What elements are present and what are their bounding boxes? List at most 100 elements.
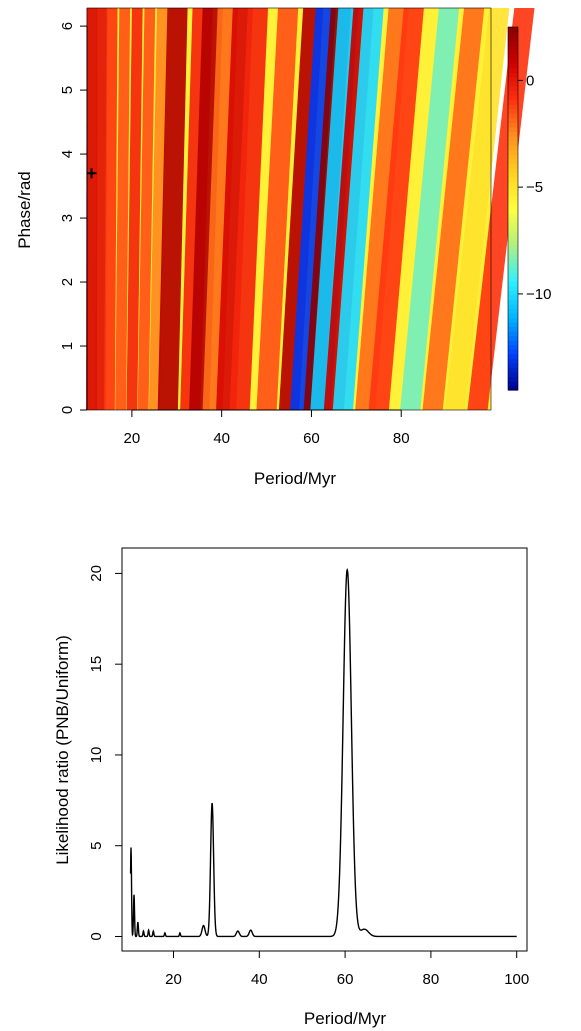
heatmap-y-tick-label: 6: [59, 22, 76, 30]
colorbar-segment: [508, 85, 518, 92]
colorbar-segment: [508, 31, 518, 37]
colorbar-segment: [508, 99, 518, 105]
colorbar-segment: [508, 276, 518, 282]
colorbar-segment: [508, 199, 518, 205]
heatmap-chart: 20 40 60 80 0 1 2 3 4 5 6 Period/Myr Phase/rad 0 −…: [15, 7, 551, 488]
colorbar-segment: [508, 58, 518, 64]
heatmap-x-label: Period/Myr: [254, 469, 337, 488]
colorbar-segment: [508, 358, 518, 364]
likelihood-plot-frame: [121, 547, 528, 952]
heatmap-band: [444, 8, 510, 410]
colorbar-segment: [508, 190, 518, 196]
likelihood-chart: 20 40 60 80 100 0 5 10 15 20 Period/Myr Likeliho…: [53, 547, 529, 1028]
colorbar-segment: [508, 203, 518, 210]
heatmap-band: [368, 8, 424, 410]
colorbar-segment: [508, 349, 518, 355]
colorbar-segment: [508, 213, 518, 219]
colorbar-segment: [508, 321, 518, 328]
heatmap-band: [229, 8, 269, 410]
likelihood-y-tick-label: 0: [88, 932, 105, 940]
colorbar-segment: [508, 376, 518, 382]
heatmap-band: [157, 8, 188, 410]
heatmap-y-tick-label: 1: [59, 342, 76, 350]
likelihood-x-tick-label: 80: [423, 971, 440, 988]
colorbar-segment: [508, 344, 518, 350]
colorbar-segment: [508, 172, 518, 178]
colorbar-segment: [508, 185, 518, 191]
colorbar-segment: [508, 194, 518, 201]
heatmap-x-axis: 20 40 60 80: [124, 409, 410, 447]
colorbar-segment: [508, 290, 518, 296]
heatmap-band: [104, 8, 118, 410]
colorbar-segment: [508, 385, 518, 391]
colorbar-segment: [508, 126, 518, 132]
colorbar-segment: [508, 135, 518, 142]
colorbar-segment: [508, 54, 518, 60]
likelihood-y-tick-label: 20: [88, 565, 105, 582]
colorbar-segment: [508, 249, 518, 255]
heatmap-x-tick-label: 60: [303, 430, 320, 447]
colorbar-segment: [508, 104, 518, 110]
colorbar-segment: [508, 158, 518, 164]
colorbar-frame: [507, 26, 519, 391]
colorbar-segment: [508, 117, 518, 123]
heatmap-y-tick-label: 4: [59, 150, 76, 158]
heatmap-band: [137, 8, 156, 410]
colorbar-segment: [508, 149, 518, 155]
heatmap-band: [422, 8, 485, 410]
heatmap-plot-area: [86, 7, 535, 411]
heatmap-y-tick-label: 5: [59, 86, 76, 94]
colorbar-segment: [508, 312, 518, 318]
colorbar-segment: [508, 208, 518, 214]
heatmap-y-axis: 0 1 2 3 4 5 6: [59, 22, 88, 414]
colorbar-segment: [508, 63, 518, 69]
colorbar-segment: [508, 27, 518, 33]
likelihood-y-axis: 0 5 10 15 20: [88, 565, 123, 941]
colorbar-segment: [508, 262, 518, 269]
heatmap-y-tick-label: 0: [59, 406, 76, 414]
heatmap-band: [95, 8, 108, 410]
likelihood-x-tick-label: 40: [251, 971, 268, 988]
colorbar-tick-label: −5: [526, 179, 543, 196]
colorbar-segment: [508, 181, 518, 187]
colorbar-segment: [508, 367, 518, 373]
colorbar-segment: [508, 362, 518, 368]
colorbar-segment: [508, 335, 518, 341]
colorbar-segment: [508, 253, 518, 260]
colorbar-segment: [508, 299, 518, 305]
colorbar-segment: [508, 267, 518, 273]
colorbar-segment: [508, 380, 518, 387]
heatmap-band: [115, 8, 131, 410]
colorbar-segment: [508, 231, 518, 237]
likelihood-x-axis: 20 40 60 80 100: [165, 950, 529, 988]
colorbar-tick-label: −10: [526, 286, 551, 303]
heatmap-band: [332, 8, 384, 410]
colorbar-segment: [508, 222, 518, 228]
colorbar-segment: [508, 163, 518, 169]
colorbar-segment: [508, 76, 518, 83]
likelihood-y-tick-label: 10: [88, 747, 105, 764]
colorbar-segment: [508, 45, 518, 51]
heatmap-band: [148, 8, 168, 410]
colorbar-segment: [508, 272, 518, 278]
colorbar-segment: [508, 108, 518, 114]
heatmap-band: [400, 8, 460, 410]
colorbar-segment: [508, 140, 518, 146]
colorbar-segment: [508, 244, 518, 250]
likelihood-y-tick-label: 5: [88, 842, 105, 850]
colorbar-segment: [508, 340, 518, 346]
likelihood-x-label: Period/Myr: [304, 1009, 387, 1028]
heatmap-y-tick-label: 2: [59, 278, 76, 286]
colorbar-segment: [508, 294, 518, 300]
colorbar-segment: [508, 235, 518, 241]
colorbar-segment: [508, 49, 518, 55]
colorbar-segment: [508, 40, 518, 46]
colorbar-segment: [508, 217, 518, 223]
heatmap-y-tick-label: 3: [59, 214, 76, 222]
colorbar-segment: [508, 144, 518, 151]
colorbar-segment: [508, 226, 518, 232]
heatmap-marker: [86, 168, 97, 179]
heatmap-y-label: Phase/rad: [15, 171, 34, 249]
colorbar-segment: [508, 131, 518, 137]
